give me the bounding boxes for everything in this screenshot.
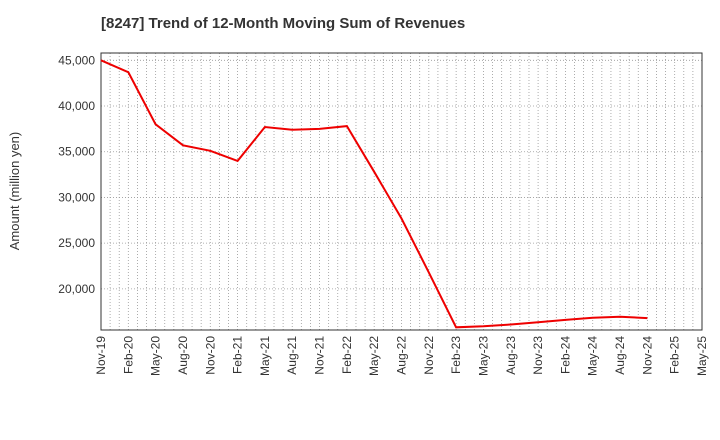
- y-tick-label: 25,000: [58, 236, 95, 250]
- x-tick-label: Aug-24: [613, 336, 627, 375]
- y-axis-tick-labels: 20,000 25,000 30,000 35,000 40,000 45,000: [58, 53, 95, 296]
- x-tick-label: May-20: [149, 336, 163, 376]
- plot-area-frame: [100, 52, 703, 331]
- y-axis-title: Amount (million yen): [7, 132, 22, 251]
- x-tick-label: Nov-23: [531, 336, 545, 375]
- y-tick-label: 45,000: [58, 53, 95, 67]
- y-tick-label: 35,000: [58, 145, 95, 159]
- x-tick-label: May-24: [586, 336, 600, 376]
- x-tick-label: May-22: [367, 336, 381, 376]
- x-tick-label: Nov-24: [640, 336, 654, 375]
- y-tick-label: 20,000: [58, 282, 95, 296]
- x-tick-label: Aug-23: [504, 336, 518, 375]
- x-tick-label: Feb-25: [668, 336, 682, 374]
- x-tick-label: Feb-23: [449, 336, 463, 374]
- x-tick-label: Feb-24: [558, 336, 572, 374]
- x-axis-tick-labels: Nov-19 Feb-20 May-20 Aug-20 Nov-20 Feb-21 May-…: [94, 336, 709, 376]
- x-tick-label: Aug-20: [176, 336, 190, 375]
- x-tick-label: Feb-22: [340, 336, 354, 374]
- x-tick-label: Feb-21: [231, 336, 245, 374]
- chart-title: [8247] Trend of 12-Month Moving Sum of R…: [101, 15, 466, 32]
- x-tick-label: Aug-22: [395, 336, 409, 375]
- y-tick-label: 40,000: [58, 99, 95, 113]
- x-tick-label: May-25: [695, 336, 709, 376]
- y-tick-label: 30,000: [58, 190, 95, 204]
- x-tick-label: Nov-22: [422, 336, 436, 375]
- series-line: [100, 59, 648, 329]
- x-tick-label: May-23: [476, 336, 490, 376]
- vertical-gridlines: [109, 53, 694, 330]
- x-tick-label: Nov-21: [313, 336, 327, 375]
- x-tick-label: Feb-20: [121, 336, 135, 374]
- horizontal-gridlines: [101, 59, 702, 290]
- x-tick-label: Nov-19: [94, 336, 108, 375]
- x-tick-label: Aug-21: [285, 336, 299, 375]
- x-tick-label: Nov-20: [203, 336, 217, 375]
- x-tick-label: May-21: [258, 336, 272, 376]
